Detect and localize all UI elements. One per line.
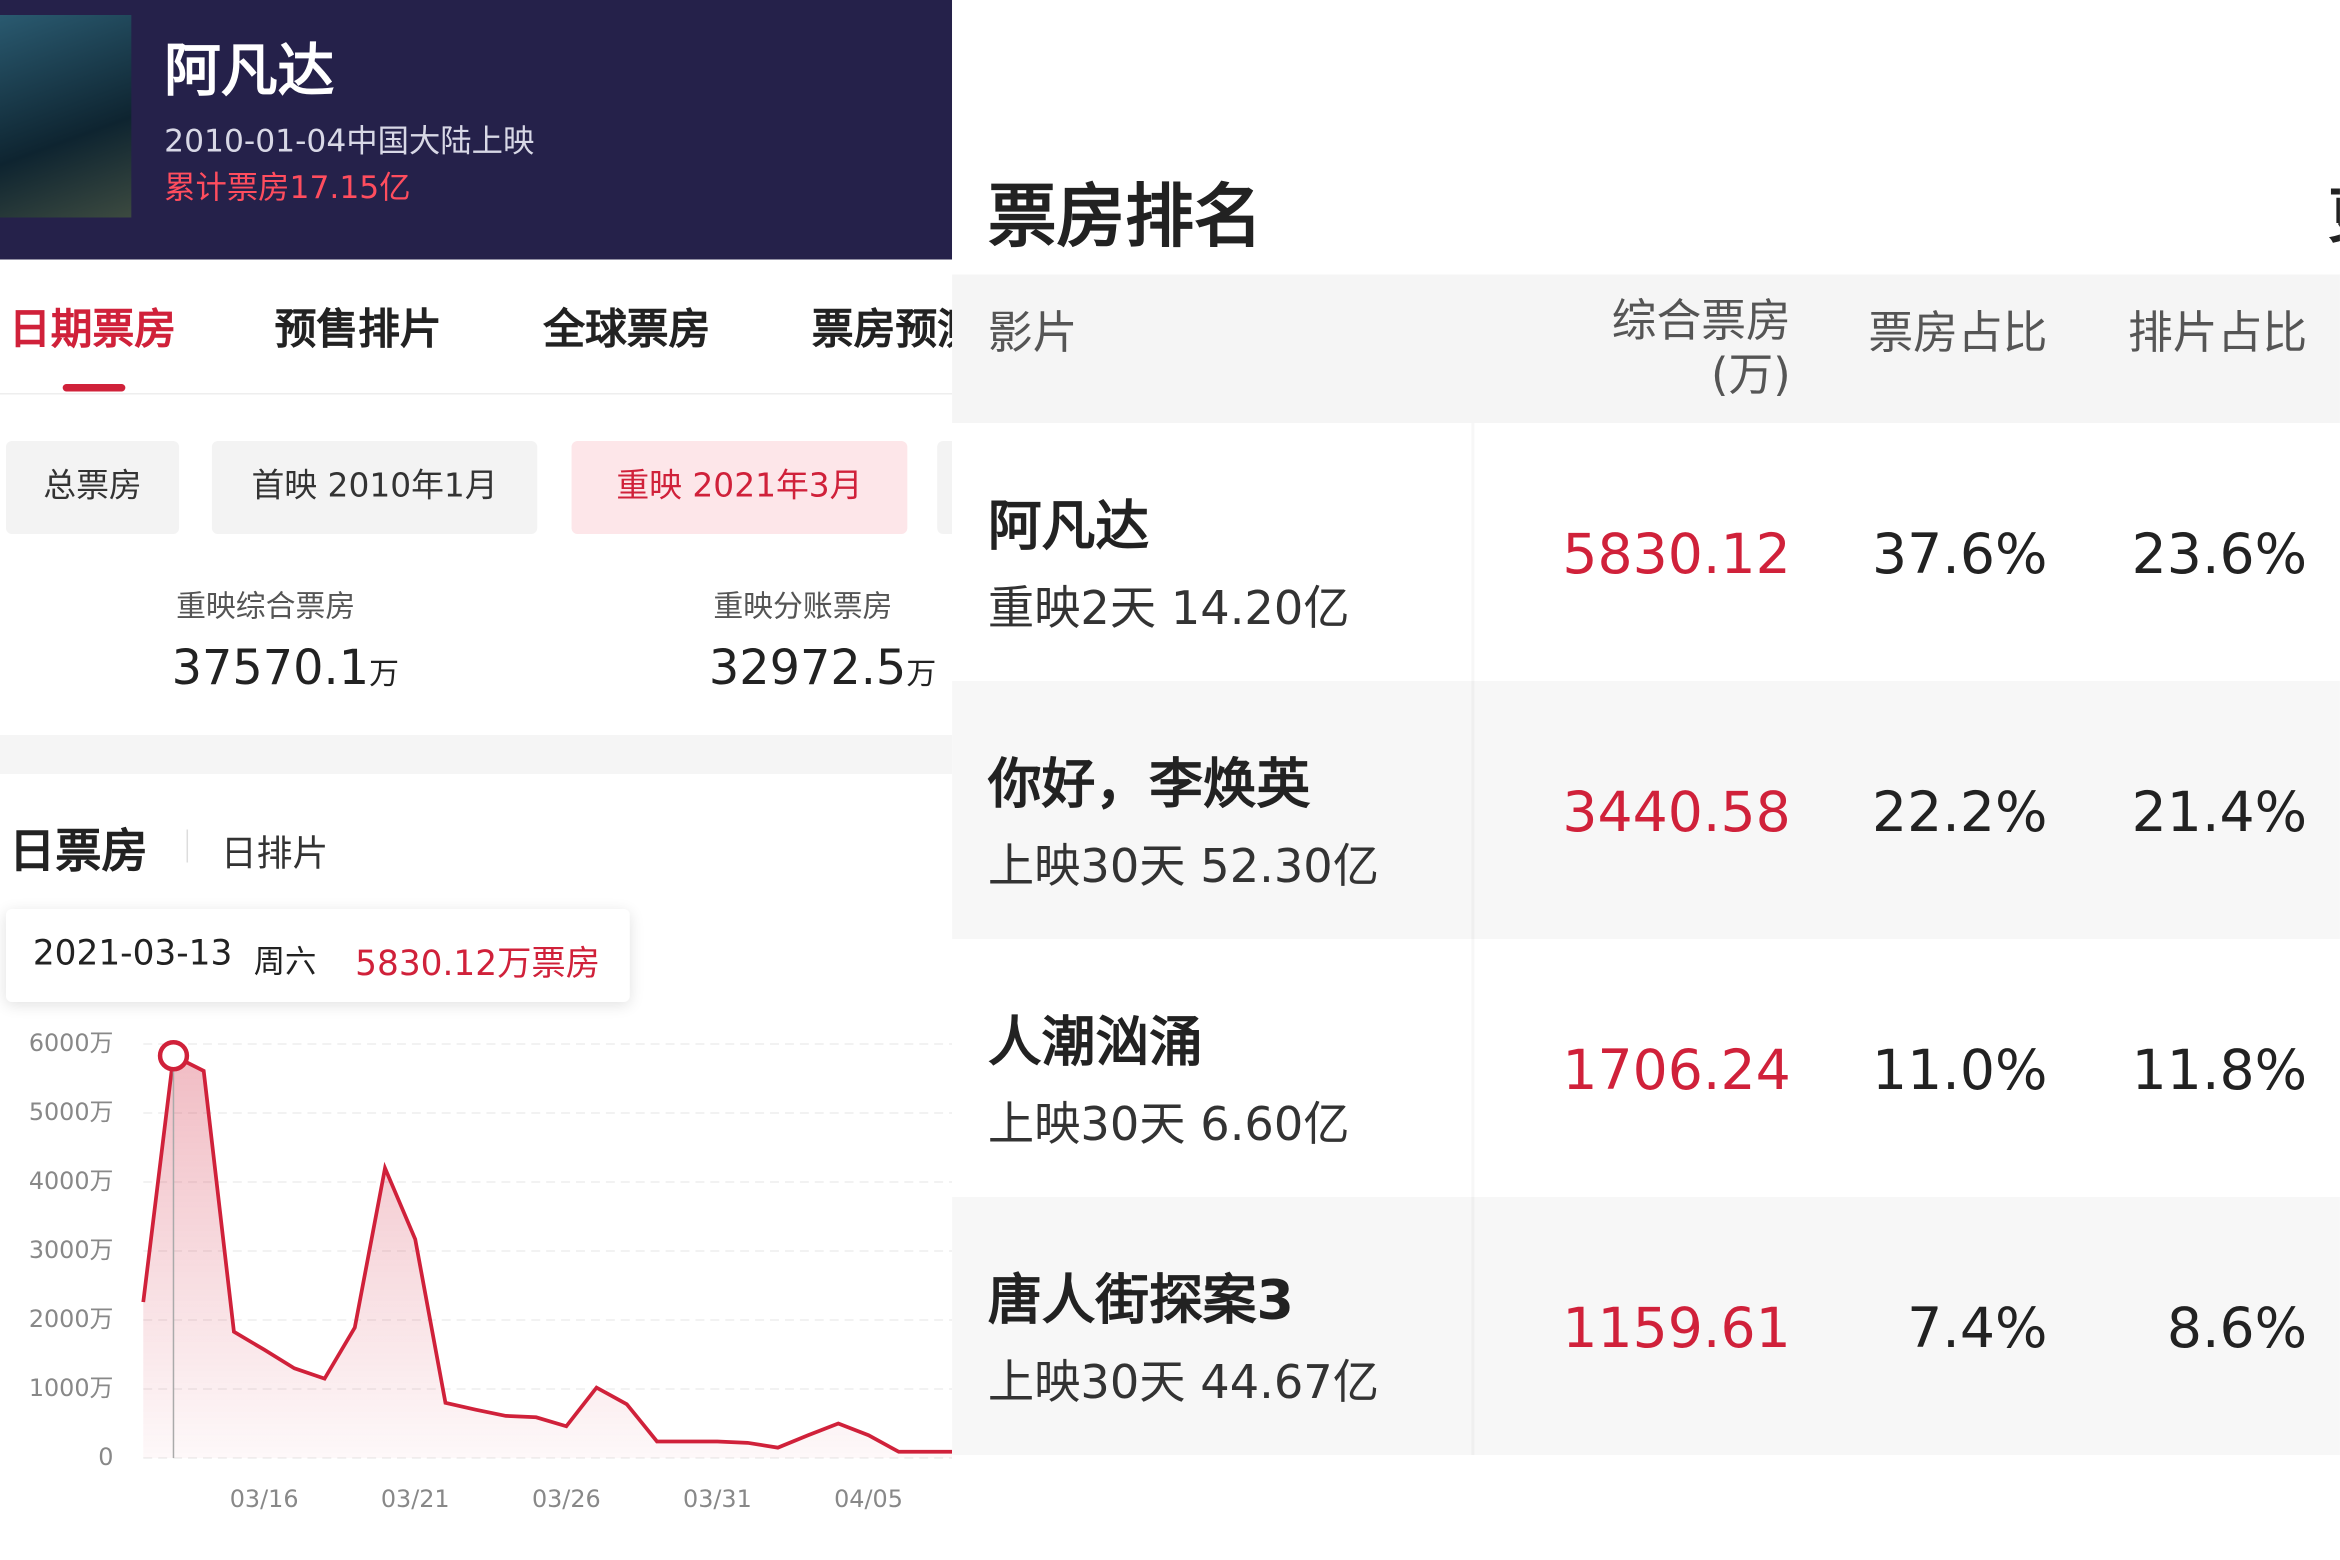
column-header: 票房占比 — [1868, 307, 2048, 361]
box-office: 1706.24 — [1562, 1038, 1791, 1103]
box-office: 1159.61 — [1562, 1296, 1791, 1361]
ranking-title: 票房排名 — [987, 175, 1263, 257]
column-divider — [1471, 1197, 1474, 1455]
ranking-table: 影片 综合票房 (万) 票房占比 排片占比阿凡达重映2天 14.20亿 5830.12 3… — [952, 274, 2340, 1455]
tooltip-date: 2021-03-13 — [32, 934, 233, 974]
movie-name: 阿凡达 — [987, 496, 1150, 559]
stat-number: 32972.5 — [708, 639, 907, 696]
stat-value: 32972.5万 — [709, 639, 936, 696]
schedule-share: 8.6% — [2166, 1296, 2308, 1361]
header — [0, 0, 953, 260]
box-share: 11.0% — [1872, 1038, 2048, 1103]
box-office: 3440.58 — [1562, 780, 1791, 845]
schedule-share: 11.8% — [2131, 1038, 2308, 1103]
total: 累计票房17.15亿 — [164, 169, 411, 206]
movie-info: 上映30天 52.30亿 — [987, 840, 1379, 894]
table-header — [952, 274, 2340, 423]
release: 2010-01-04中国大陆上映 — [164, 123, 535, 159]
y-tick-label: 6000万 — [29, 1029, 114, 1057]
y-tick-label: 5000万 — [29, 1098, 114, 1126]
y-tick-label: 2000万 — [29, 1305, 114, 1333]
column-header: 影片 — [987, 307, 1078, 361]
movie-name: 唐人街探案3 — [987, 1270, 1294, 1333]
x-tick-label: 03/16 — [230, 1485, 299, 1513]
area — [143, 1055, 953, 1458]
movie-name: 你好，李焕英 — [987, 754, 1311, 817]
more-link[interactable]: 更 — [2328, 168, 2340, 255]
y-tick-label: 0 — [98, 1443, 113, 1471]
chart: 0 1000万 2000万 3000万 4000万 5000万 6000万 03/16 03/2… — [29, 1029, 953, 1513]
movie-info: 上映30天 44.67亿 — [987, 1356, 1379, 1410]
table-row[interactable] — [952, 1197, 2340, 1455]
stat-label: 重映分账票房 — [713, 588, 893, 624]
x-tick-label: 04/05 — [834, 1485, 903, 1513]
box-share: 37.6% — [1872, 522, 2048, 587]
box-share: 7.4% — [1907, 1296, 2048, 1361]
box-share: 22.2% — [1872, 780, 2048, 845]
column-divider — [1471, 681, 1474, 939]
tooltip-value: 5830.12万票房 — [355, 945, 601, 984]
schedule-share: 23.6% — [2131, 522, 2308, 587]
y-tick-label: 4000万 — [29, 1167, 114, 1195]
movie-name: 人潮汹涌 — [987, 1012, 1203, 1075]
tooltip-weekday: 周六 — [253, 943, 317, 980]
filter-chip[interactable] — [937, 441, 953, 534]
tab-underline — [62, 384, 126, 392]
column-header: 排片占比 — [2128, 307, 2308, 361]
tab[interactable]: 票房预测 — [811, 304, 952, 355]
section-tab[interactable]: 日排片 — [220, 832, 329, 875]
schedule-share: 21.4% — [2131, 780, 2308, 845]
stat-label: 重映综合票房 — [176, 588, 356, 624]
table-row[interactable] — [952, 423, 2340, 681]
line — [141, 1052, 953, 1454]
tab[interactable]: 日期票房 — [8, 304, 177, 355]
stat-value: 37570.1万 — [172, 639, 399, 696]
table-row[interactable] — [952, 681, 2340, 939]
separator — [0, 735, 953, 774]
stat-unit: 万 — [906, 655, 937, 692]
column-divider — [1471, 423, 1474, 681]
section-title[interactable]: 日票房 — [8, 825, 148, 879]
stat-number: 37570.1 — [171, 639, 370, 696]
point — [157, 1039, 190, 1072]
tab[interactable]: 预售排片 — [274, 304, 442, 355]
column-divider — [1471, 939, 1474, 1197]
column-header: 综合票房 (万) — [1611, 295, 1791, 403]
y-tick-label: 3000万 — [29, 1236, 114, 1264]
stat-unit: 万 — [369, 655, 399, 692]
poster — [0, 15, 132, 218]
x-tick-label: 03/21 — [381, 1485, 450, 1513]
x-tick-label: 03/26 — [532, 1485, 601, 1513]
filter-chip[interactable]: 首映 2010年1月 — [211, 441, 538, 534]
tooltip: 2021-03-13 周六 5830.12万票房 — [5, 909, 630, 1002]
movie-info: 重映2天 14.20亿 — [987, 582, 1350, 636]
divider — [0, 393, 953, 395]
box-office: 5830.12 — [1562, 522, 1791, 587]
divider — [186, 829, 189, 863]
x-tick-label: 03/31 — [683, 1485, 752, 1513]
filter-chip[interactable]: 总票房 — [5, 441, 180, 534]
filter-chip[interactable]: 重映 2021年3月 — [571, 441, 908, 534]
y-tick-label: 1000万 — [29, 1374, 114, 1402]
tab[interactable]: 全球票房 — [543, 304, 711, 355]
movie-info: 上映30天 6.60亿 — [987, 1098, 1350, 1152]
table-row[interactable] — [952, 939, 2340, 1197]
movie-title: 阿凡达 — [164, 37, 335, 104]
left-panel: 阿凡达 2010-01-04中国大陆上映 累计票房17.15亿 日期票房 预售排… — [0, 0, 953, 1560]
